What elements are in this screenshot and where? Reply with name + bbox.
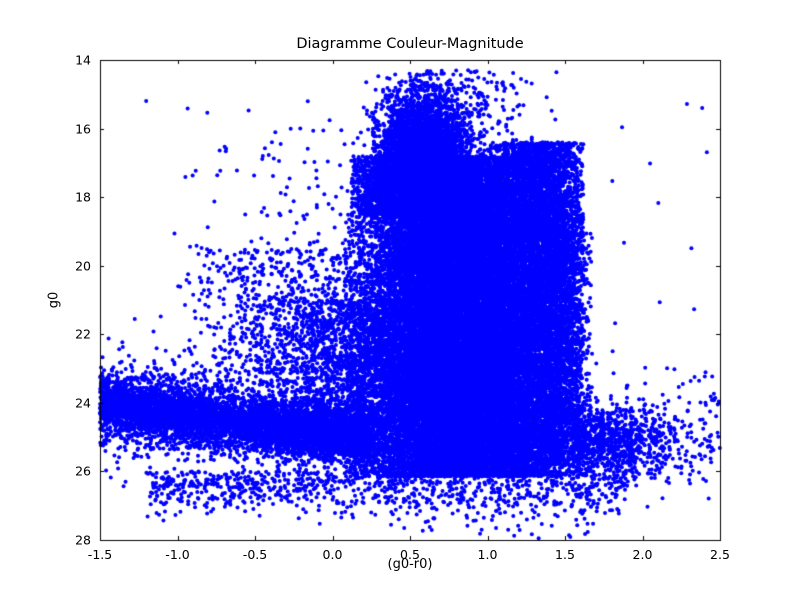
y-tick-label: 28 [75,532,91,548]
x-tick-label: 2.5 [710,547,730,562]
y-tick-label: 18 [75,189,91,205]
x-tick-label: -1.5 [87,547,113,562]
chart-title: Diagramme Couleur-Magnitude [296,36,524,52]
y-tick-label: 22 [75,326,91,342]
x-tick-label: 2.0 [632,547,653,562]
x-tick-label: 1.0 [477,547,498,562]
x-axis-label: (g0-r0) [387,557,433,572]
y-tick-label: 24 [75,395,91,411]
x-tick-label: 0.5 [400,547,420,562]
y-tick-label: 16 [75,121,91,137]
x-tick-label: 0.0 [322,547,343,562]
y-tick-label: 26 [75,463,91,479]
y-axis-label: g0 [46,291,62,309]
y-tick-label: 20 [75,258,91,274]
x-tick-label: 1.5 [555,547,575,562]
x-tick-label: -0.5 [242,547,268,562]
x-tick-label: -1.0 [165,547,190,562]
y-tick-label: 14 [75,52,91,68]
